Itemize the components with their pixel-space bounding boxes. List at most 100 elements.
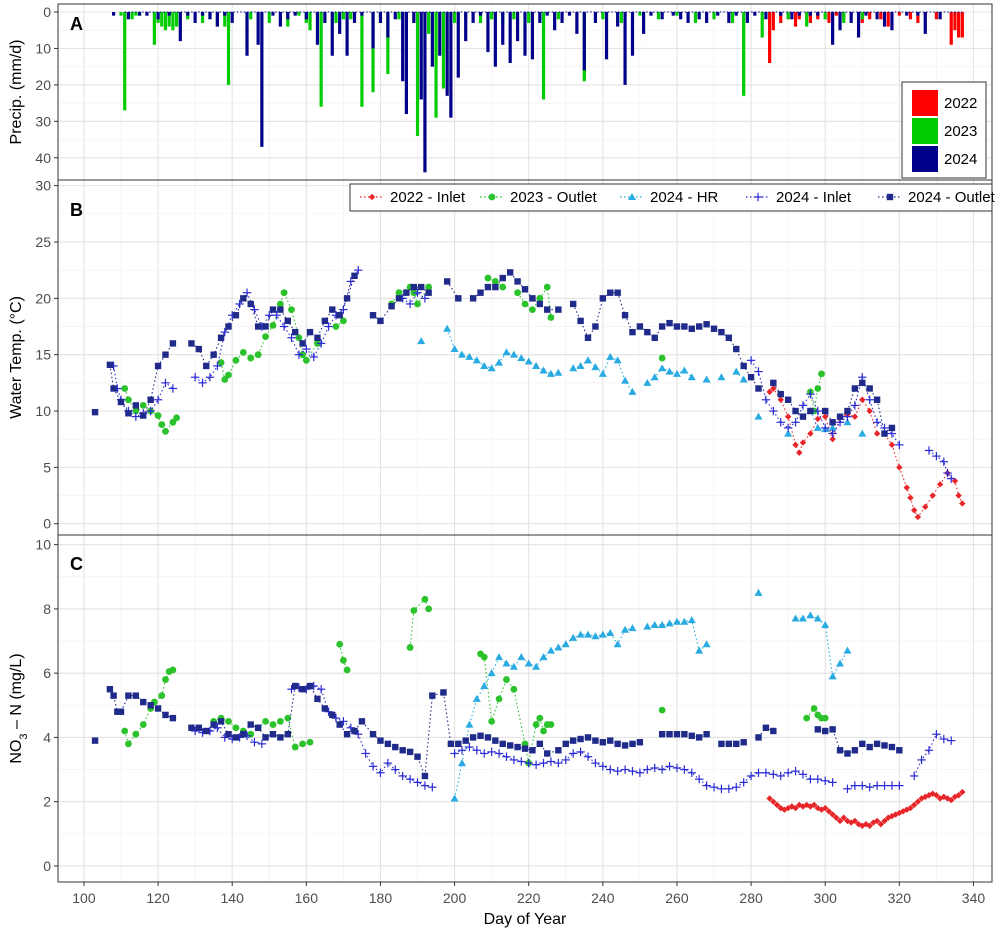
precip-bar: [126, 12, 131, 20]
data-point: [125, 740, 132, 748]
data-point: [770, 379, 777, 387]
data-point: [225, 323, 232, 330]
data-point: [169, 340, 177, 347]
data-point: [321, 317, 329, 325]
data-point: [287, 333, 296, 342]
data-point: [247, 721, 254, 728]
data-point: [217, 359, 225, 366]
precip-bar: [334, 12, 338, 23]
data-point: [929, 790, 936, 797]
data-point: [754, 768, 763, 777]
data-point: [114, 708, 121, 715]
data-point: [472, 694, 481, 702]
data-point: [292, 328, 299, 336]
data-point: [606, 352, 615, 360]
precip-bar: [764, 12, 768, 20]
data-point: [732, 783, 741, 792]
data-point: [198, 378, 207, 388]
data-point: [613, 640, 622, 648]
precip-bar: [271, 12, 275, 16]
series-line: [809, 410, 833, 430]
data-point: [569, 300, 577, 308]
data-point: [391, 765, 400, 774]
precip-bar: [178, 12, 182, 42]
data-point: [614, 740, 621, 748]
precip-bar: [831, 12, 835, 45]
data-point: [536, 294, 544, 302]
data-point: [777, 396, 784, 403]
data-point: [770, 385, 777, 392]
data-point: [799, 439, 807, 446]
data-point: [803, 801, 810, 809]
data-point: [773, 801, 781, 809]
data-point: [406, 748, 414, 756]
data-point: [959, 500, 966, 507]
data-point: [250, 305, 259, 314]
data-point: [576, 361, 585, 369]
precip-bar: [886, 12, 890, 27]
data-point: [650, 620, 659, 628]
data-point: [569, 364, 578, 372]
data-point: [546, 646, 555, 654]
precip-bar: [278, 12, 282, 27]
data-point: [880, 781, 889, 790]
data-point: [851, 413, 859, 420]
data-point: [917, 755, 926, 765]
precip-bar: [123, 12, 127, 111]
data-point: [621, 625, 630, 633]
series-line: [928, 450, 952, 479]
data-point: [909, 771, 919, 781]
data-point: [457, 350, 466, 358]
data-point: [388, 303, 395, 310]
data-point: [225, 371, 232, 379]
data-point: [125, 692, 132, 699]
data-point: [291, 743, 299, 751]
data-point: [651, 334, 658, 341]
precip-bar: [323, 12, 327, 23]
data-point: [709, 783, 719, 792]
data-point: [336, 721, 343, 728]
data-point: [784, 413, 792, 420]
data-point: [377, 737, 384, 744]
data-point: [332, 323, 340, 330]
data-point: [843, 418, 852, 426]
data-point: [531, 760, 541, 769]
precip-bar: [449, 12, 453, 118]
data-point: [457, 759, 466, 767]
y-tick-label: 25: [35, 234, 51, 250]
data-point: [914, 798, 922, 805]
data-point: [462, 737, 469, 744]
precip-bar: [515, 12, 520, 42]
precip-bar: [582, 12, 586, 71]
precip-bar: [779, 12, 783, 16]
precip-bar: [304, 12, 308, 20]
precip-bar: [716, 12, 720, 16]
data-point: [421, 595, 429, 603]
precip-bar: [111, 12, 116, 16]
data-point: [725, 334, 733, 341]
data-point: [955, 792, 962, 799]
precip-bar: [734, 12, 738, 16]
data-point: [517, 757, 526, 766]
data-point: [324, 322, 333, 331]
data-point: [217, 718, 225, 725]
y-tick-label: 0: [43, 4, 51, 20]
data-point: [607, 737, 614, 744]
data-point: [746, 771, 756, 781]
data-point: [828, 423, 837, 431]
data-point: [703, 321, 710, 328]
data-point: [629, 328, 636, 336]
precip-bar: [541, 12, 546, 100]
data-point: [673, 731, 681, 738]
data-point: [158, 421, 166, 428]
data-point: [121, 385, 129, 392]
data-point: [770, 798, 777, 805]
data-point: [484, 734, 492, 741]
data-point: [154, 705, 162, 712]
data-point: [106, 686, 114, 693]
precip-bar: [856, 12, 861, 38]
series-2022-inlet: [766, 788, 966, 829]
precip-bar: [890, 12, 894, 31]
data-point: [554, 368, 563, 376]
data-point: [687, 616, 696, 624]
